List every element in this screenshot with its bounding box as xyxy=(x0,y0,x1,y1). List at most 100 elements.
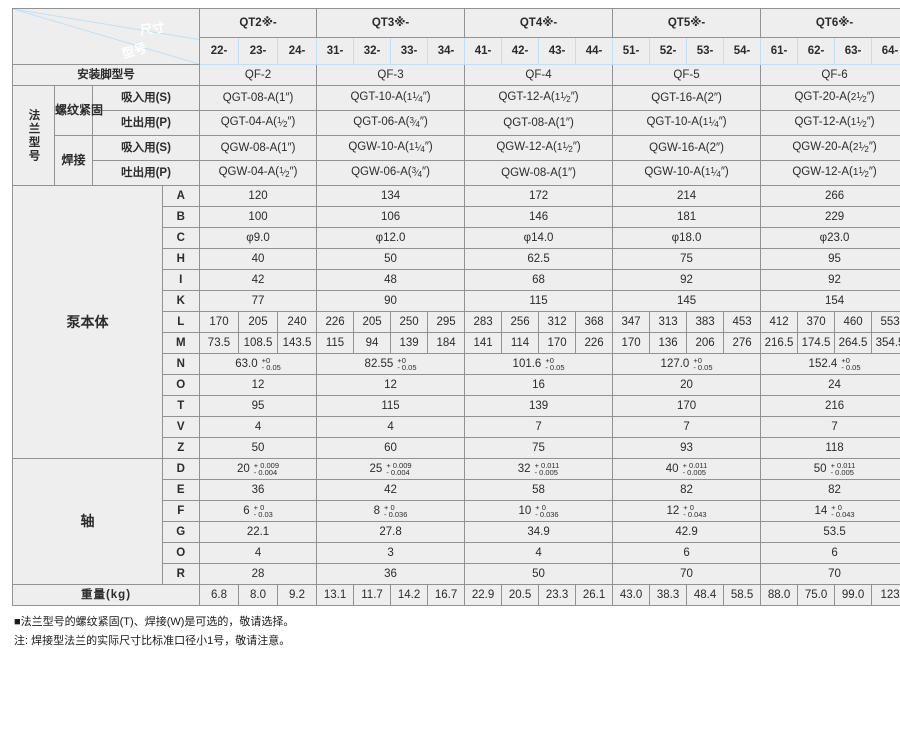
weight-row: 重量(kg) 6.8 8.0 9.2 13.1 11.7 14.2 16.7 22.9 20.5 2… xyxy=(12,584,900,606)
model-code-4-2[interactable]: 63- xyxy=(834,37,873,65)
flange-value-1-0-3: QGW-16-A(2″) xyxy=(612,135,762,161)
shaft-D-value-0: 20 + 0.009- 0.004 xyxy=(198,458,318,480)
footnote-1: ■法兰型号的螺纹紧固(T)、焊接(W)是可选的，敬请选择。 xyxy=(14,616,295,628)
shaft-key-G: G xyxy=(162,521,200,543)
model-code-4-1[interactable]: 62- xyxy=(797,37,836,65)
shaft-key-F: F xyxy=(162,500,200,522)
weight-value-17: 99.0 xyxy=(834,584,873,606)
weight-value-9: 23.3 xyxy=(538,584,577,606)
model-code-2-0[interactable]: 41- xyxy=(464,37,503,65)
pump-body-row-N: N 63.0 +0- 0.05 82.55 +0- 0.05 101.6 +0- 0.05 1… xyxy=(13,353,900,375)
pump-body-M-value-9: 170 xyxy=(538,332,577,354)
shaft-O-value-2: 4 xyxy=(464,542,614,564)
shaft-O-value-3: 6 xyxy=(612,542,762,564)
shaft-R-value-1: 36 xyxy=(316,563,466,585)
shaft-row-D: 轴 D 20 + 0.009- 0.004 25 + 0.009- 0.004 32 + 0.… xyxy=(12,458,900,585)
flange-value-1-1-0: QGW-04-A(1⁄2″) xyxy=(198,160,318,186)
shaft-E-value-0: 36 xyxy=(198,479,318,501)
pump-body-O-value-4: 24 xyxy=(760,374,900,396)
pump-body-C-value-4: φ23.0 xyxy=(760,227,900,249)
shaft-D-value-4: 50 + 0.011- 0.005 xyxy=(760,458,900,480)
shaft-G-value-4: 53.5 xyxy=(760,521,900,543)
pump-body-M-value-5: 139 xyxy=(390,332,429,354)
pump-body-I-value-1: 48 xyxy=(316,269,466,291)
pump-body-M-value-0: 73.5 xyxy=(199,332,239,354)
mount-foot-label: 安装脚型号 xyxy=(12,64,200,86)
shaft-row-R: R 28 36 50 70 70 xyxy=(13,563,900,585)
pump-body-T-value-2: 139 xyxy=(464,395,614,417)
model-code-3-3[interactable]: 54- xyxy=(723,37,762,65)
pump-body-A-value-0: 120 xyxy=(198,185,318,207)
pump-body-K-value-3: 145 xyxy=(612,290,762,312)
pump-body-L-value-5: 250 xyxy=(390,311,429,333)
shaft-O-value-0: 4 xyxy=(198,542,318,564)
pump-body-T-value-1: 115 xyxy=(316,395,466,417)
flange-value-1-0-4: QGW-20-A(21⁄2″) xyxy=(760,135,900,161)
pump-body-M-value-16: 174.5 xyxy=(797,332,836,354)
pump-body-H-value-1: 50 xyxy=(316,248,466,270)
weight-value-4: 11.7 xyxy=(353,584,392,606)
pump-body-M-value-15: 216.5 xyxy=(760,332,799,354)
pump-body-row-B: B 100 106 146 181 229 xyxy=(13,206,900,228)
model-code-2-1[interactable]: 42- xyxy=(501,37,540,65)
model-code-2-3[interactable]: 44- xyxy=(575,37,614,65)
flange-value-1-1-1: QGW-06-A(3⁄4″) xyxy=(316,160,466,186)
model-code-1-2[interactable]: 33- xyxy=(390,37,429,65)
pump-body-key-L: L xyxy=(162,311,200,333)
pump-body-key-Z: Z xyxy=(162,437,200,459)
pump-body-B-value-1: 106 xyxy=(316,206,466,228)
pump-body-key-H: H xyxy=(162,248,200,270)
shaft-row-G: G 22.1 27.8 34.9 42.9 53.5 xyxy=(13,521,900,543)
pump-body-N-value-2: 101.6 +0- 0.05 xyxy=(464,353,614,375)
model-code-3-2[interactable]: 53- xyxy=(686,37,725,65)
mount-foot-value-3: QF-5 xyxy=(612,64,762,86)
pump-body-M-value-8: 114 xyxy=(501,332,540,354)
model-group-header-1: QT2※- xyxy=(198,8,318,38)
flange-value-0-0-1: QGT-10-A(11⁄4″) xyxy=(316,85,466,111)
shaft-G-value-1: 27.8 xyxy=(316,521,466,543)
pump-body-L-value-3: 226 xyxy=(316,311,355,333)
weight-value-10: 26.1 xyxy=(575,584,614,606)
flange-value-1-0-2: QGW-12-A(11⁄2″) xyxy=(464,135,614,161)
model-code-3-1[interactable]: 52- xyxy=(649,37,688,65)
shaft-row-E: E 36 42 58 82 82 xyxy=(13,479,900,501)
shaft-O-value-4: 6 xyxy=(760,542,900,564)
pump-body-L-value-10: 368 xyxy=(575,311,614,333)
model-code-4-3[interactable]: 64- xyxy=(871,37,900,65)
model-code-4-0[interactable]: 61- xyxy=(760,37,799,65)
model-code-2-2[interactable]: 43- xyxy=(538,37,577,65)
pump-body-row-Z: Z 50 60 75 93 118 xyxy=(13,437,900,459)
weight-value-3: 13.1 xyxy=(316,584,355,606)
flange-row-label-0-1: 吐出用(P) xyxy=(92,110,200,136)
model-code-0-0[interactable]: 22- xyxy=(199,37,239,65)
model-code-1-1[interactable]: 32- xyxy=(353,37,392,65)
pump-body-M-value-17: 264.5 xyxy=(834,332,873,354)
shaft-F-value-4: 14 + 0- 0.043 xyxy=(760,500,900,522)
model-group-header-5: QT6※- xyxy=(760,8,900,38)
pump-body-K-value-0: 77 xyxy=(198,290,318,312)
flange-row-0-1: 吐出用(P) QGT-04-A(1⁄2″) QGT-06-A(3⁄4″) QGT-08… xyxy=(13,110,900,136)
flange-value-0-1-0: QGT-04-A(1⁄2″) xyxy=(198,110,318,136)
pump-body-H-value-2: 62.5 xyxy=(464,248,614,270)
model-code-3-0[interactable]: 51- xyxy=(612,37,651,65)
weight-value-0: 6.8 xyxy=(199,584,239,606)
pump-body-key-C: C xyxy=(162,227,200,249)
model-code-0-1[interactable]: 23- xyxy=(238,37,278,65)
shaft-E-value-1: 42 xyxy=(316,479,466,501)
pump-body-Z-value-3: 93 xyxy=(612,437,762,459)
pump-body-H-value-0: 40 xyxy=(198,248,318,270)
weight-value-15: 88.0 xyxy=(760,584,799,606)
shaft-E-value-4: 82 xyxy=(760,479,900,501)
weight-value-11: 43.0 xyxy=(612,584,651,606)
pump-body-M-value-3: 115 xyxy=(316,332,355,354)
model-code-1-3[interactable]: 34- xyxy=(427,37,466,65)
pump-body-C-value-2: φ14.0 xyxy=(464,227,614,249)
model-code-0-2[interactable]: 24- xyxy=(276,37,318,65)
weight-label: 重量(kg) xyxy=(12,584,200,606)
model-code-1-0[interactable]: 31- xyxy=(316,37,355,65)
shaft-O-value-1: 3 xyxy=(316,542,466,564)
pump-body-key-A: A xyxy=(162,185,200,207)
model-group-header-4: QT5※- xyxy=(612,8,762,38)
weight-value-6: 16.7 xyxy=(427,584,466,606)
pump-body-T-value-4: 216 xyxy=(760,395,900,417)
